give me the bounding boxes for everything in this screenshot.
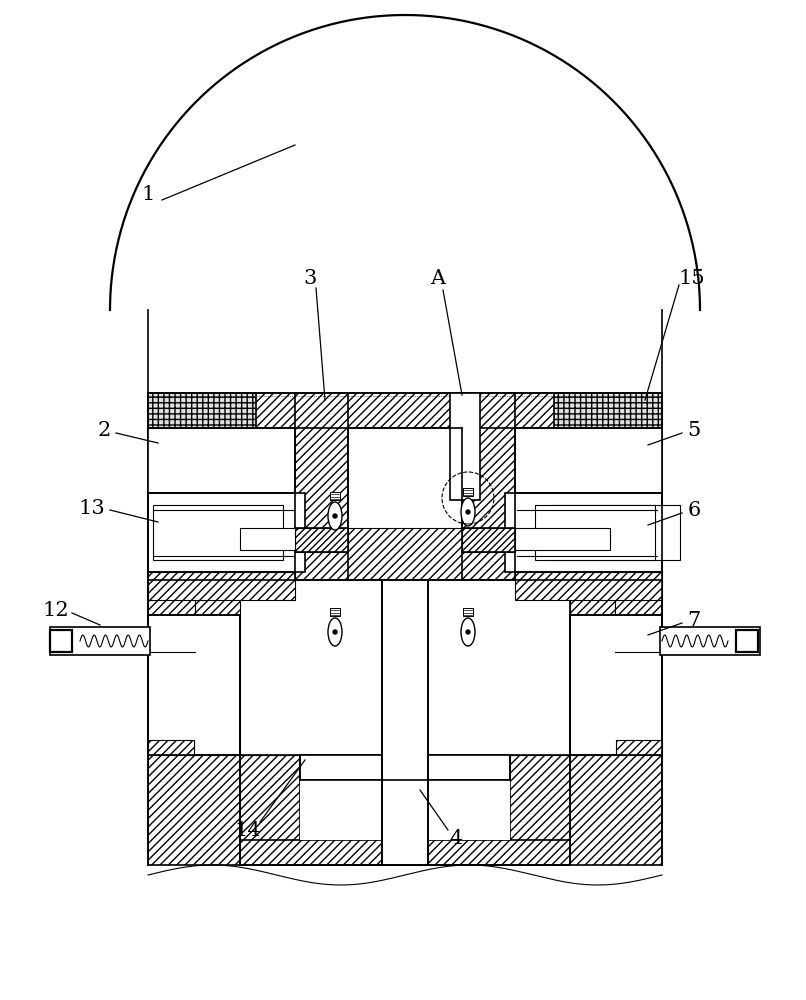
Circle shape [466,630,470,634]
Bar [240,580,382,755]
Ellipse shape [328,618,342,646]
Text: 13: 13 [79,498,106,518]
Bar [463,608,473,616]
Text: 4: 4 [450,828,463,848]
Bar [148,393,662,865]
Bar [240,840,570,865]
Bar [463,488,473,496]
Circle shape [333,514,337,518]
Bar [295,393,348,580]
Text: 6: 6 [688,500,700,520]
Circle shape [466,510,470,514]
Text: 1: 1 [141,186,155,205]
Text: 14: 14 [235,820,261,840]
Bar [295,528,348,552]
Bar [462,528,515,552]
Bar [570,580,615,755]
Bar [535,505,655,560]
Bar [554,393,662,428]
Bar [300,780,510,840]
Bar [428,580,570,755]
Bar [616,740,662,755]
Bar [148,740,194,755]
Bar [348,428,462,580]
Bar [148,615,240,755]
Bar [510,755,570,865]
Text: 7: 7 [688,610,700,630]
Bar [50,627,150,655]
Ellipse shape [461,498,475,526]
Ellipse shape [328,502,342,530]
Bar [300,755,510,780]
Bar [330,608,340,616]
Bar [570,615,662,755]
Text: 3: 3 [303,268,317,288]
Text: 15: 15 [679,268,705,288]
Bar [148,572,295,600]
Bar [153,505,283,560]
Bar [240,755,300,865]
Bar [428,580,570,755]
Bar [660,627,760,655]
Text: 12: 12 [43,600,69,619]
Bar [505,493,662,572]
Bar [148,428,295,580]
Bar [330,492,340,500]
Text: A: A [430,268,446,288]
Bar [736,630,758,652]
Bar [462,393,515,580]
Text: 5: 5 [688,420,700,440]
Bar [240,528,295,550]
Bar [450,393,480,500]
Bar [240,580,382,755]
Bar [240,580,570,755]
Text: 2: 2 [98,420,110,440]
Bar [515,528,610,550]
Bar [515,428,662,580]
Bar [148,393,256,428]
Bar [382,580,428,865]
Bar [515,572,662,600]
Circle shape [333,630,337,634]
Bar [550,505,680,560]
Ellipse shape [461,618,475,646]
Bar [50,630,72,652]
Bar [148,493,305,572]
Bar [200,528,606,580]
Bar [195,580,240,755]
